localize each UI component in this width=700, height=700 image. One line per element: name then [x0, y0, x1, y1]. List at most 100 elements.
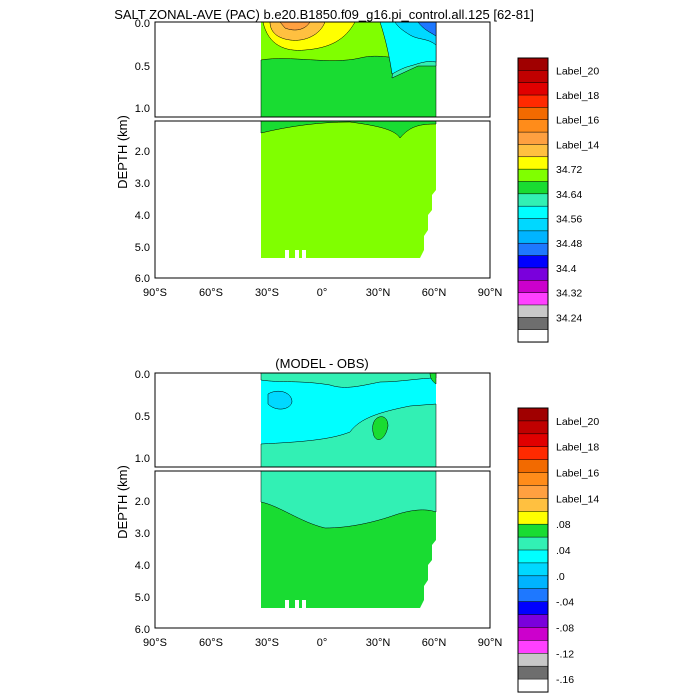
plot-1-xtick-30N: 30°N — [366, 287, 391, 299]
plot-2-upper-region-corner — [429, 372, 437, 385]
colorbar-0-swatch-5 — [517, 119, 549, 133]
plot-1-y-axis-title: DEPTH (km) — [115, 115, 130, 189]
colorbar-0-swatch-15 — [517, 242, 549, 257]
plot-2-title: (MODEL - OBS) — [275, 356, 368, 371]
colorbar-1-label-7: -.04 — [556, 597, 574, 609]
colorbar-0-label-0: Label_20 — [556, 65, 599, 77]
plot-2-upper-region-.04 — [260, 372, 437, 388]
colorbar-1-swatch-11 — [517, 549, 549, 564]
plot-2-ytick-5.0: 5.0 — [135, 592, 150, 604]
colorbar-0-label-1: Label_18 — [556, 90, 599, 102]
plot-1-y-ticks: 0.0 0.5 1.0 2.0 3.0 4.0 5.0 6.0 — [135, 18, 150, 285]
plot-2-xtick-90N: 90°N — [478, 637, 503, 649]
plot-1-xtick-60N: 60°N — [422, 287, 447, 299]
colorbar-1-swatch-3 — [517, 446, 549, 461]
colorbar-0-swatch-18 — [517, 280, 549, 294]
plot-1: SALT ZONAL-AVE (PAC) b.e20.B1850.f09_g16… — [114, 7, 599, 343]
plot-2-xtick-0: 0° — [317, 637, 328, 649]
colorbar-1-swatch-5 — [517, 472, 549, 487]
colorbar-1-swatch-6 — [517, 485, 549, 499]
colorbar-1-swatch-2 — [517, 433, 549, 448]
plot-2-lower-notch-3 — [302, 600, 306, 608]
plot-2-xtick-90S: 90°S — [143, 637, 167, 649]
plot-1-ytick-0.5: 0.5 — [135, 61, 150, 73]
colorbar-1-label-3: Label_14 — [556, 493, 599, 505]
colorbar-1-label-9: -.12 — [556, 648, 574, 660]
colorbar-1-swatch-15 — [517, 601, 549, 616]
colorbar-1-swatch-16 — [517, 614, 549, 629]
plot-2-upper-region-.08-blob — [372, 416, 389, 440]
plot-1-upper-region-34.40 — [417, 21, 437, 37]
colorbar-0-label-10: 34.24 — [556, 312, 582, 324]
colorbar-0-swatch-4 — [517, 107, 549, 121]
colorbar-1-swatch-21 — [517, 678, 549, 693]
colorbar-1-swatch-0 — [517, 407, 549, 422]
plot-1-lower-notch-1 — [285, 250, 289, 258]
plot-1-ytick-4.0: 4.0 — [135, 210, 150, 222]
plot-1-xtick-90N: 90°N — [478, 287, 503, 299]
colorbar-0-swatch-10 — [517, 181, 549, 195]
plot-2-lower-region-.04 — [260, 470, 437, 529]
plot-2-upper-frame — [154, 372, 491, 468]
plot-1-colorbar: Label_20 Label_18 Label_16 Label_14 34.72 34.… — [517, 57, 599, 343]
colorbar-1-swatch-7 — [517, 498, 549, 512]
plot-1-upper-panel — [154, 21, 491, 118]
plot-2-xtick-60N: 60°N — [422, 637, 447, 649]
colorbar-1-label-8: -.08 — [556, 622, 574, 634]
plot-2: (MODEL - OBS) 0.0 0.5 1.0 2.0 3.0 — [115, 356, 599, 693]
plot-1-lower-notch-3 — [302, 250, 306, 258]
plot-1-lower-ocean-fill — [261, 121, 436, 258]
colorbar-1-swatch-18 — [517, 640, 549, 654]
plot-1-xtick-0: 0° — [317, 287, 328, 299]
colorbar-0-swatch-20 — [517, 304, 549, 318]
colorbar-1-label-0: Label_20 — [556, 416, 599, 428]
plot-2-ytick-0.0: 0.0 — [135, 369, 150, 381]
colorbar-0-label-2: Label_16 — [556, 115, 599, 127]
plot-1-ytick-6.0: 6.0 — [135, 273, 150, 285]
plot-1-ytick-2.0: 2.0 — [135, 146, 150, 158]
plot-2-colorbar: Label_20 Label_18 Label_16 Label_14 .08 .04 .0… — [517, 407, 599, 693]
colorbar-0-swatch-8 — [517, 156, 549, 170]
colorbar-1-label-6: .0 — [556, 571, 565, 583]
plot-1-title: SALT ZONAL-AVE (PAC) b.e20.B1850.f09_g16… — [114, 7, 534, 22]
colorbar-1-swatch-10 — [517, 536, 549, 551]
colorbar-0-label-9: 34.32 — [556, 288, 582, 300]
colorbar-1-swatch-17 — [517, 627, 549, 641]
colorbar-0-swatch-3 — [517, 94, 549, 108]
plot-2-y-ticks: 0.0 0.5 1.0 2.0 3.0 4.0 5.0 6.0 — [135, 369, 150, 636]
colorbar-0-swatch-14 — [517, 230, 549, 244]
plot-1-x-ticks: 90°S 60°S 30°S 0° 30°N 60°N 90°N — [143, 287, 502, 299]
colorbar-0-swatch-9 — [517, 168, 549, 183]
plot-1-xtick-60S: 60°S — [199, 287, 223, 299]
colorbar-1-swatch-20 — [517, 665, 549, 680]
plot-1-xtick-30S: 30°S — [255, 287, 279, 299]
colorbar-0-label-3: Label_14 — [556, 139, 599, 151]
plot-2-y-axis-title: DEPTH (km) — [115, 465, 130, 539]
plot-2-xtick-30N: 30°N — [366, 637, 391, 649]
plot-1-xtick-90S: 90°S — [143, 287, 167, 299]
plot-1-lower-region-34.64 — [260, 120, 437, 139]
colorbar-0-label-8: 34.4 — [556, 263, 577, 275]
plot-2-ytick-0.5: 0.5 — [135, 411, 150, 423]
plot-1-lower-notch-2 — [295, 250, 299, 258]
plot-2-ytick-3.0: 3.0 — [135, 528, 150, 540]
colorbar-1-label-5: .04 — [556, 545, 571, 557]
plot-2-xtick-60S: 60°S — [199, 637, 223, 649]
colorbar-1-swatch-19 — [517, 653, 549, 667]
colorbar-0-swatch-17 — [517, 267, 549, 281]
colorbar-0-swatch-7 — [517, 144, 549, 158]
colorbar-0-swatch-1 — [517, 70, 549, 84]
plot-2-ytick-2.0: 2.0 — [135, 496, 150, 508]
plot-2-lower-notch-1 — [285, 600, 289, 608]
plot-2-ytick-6.0: 6.0 — [135, 624, 150, 636]
colorbar-0-label-4: 34.72 — [556, 164, 582, 176]
colorbar-0-swatch-16 — [517, 255, 549, 269]
colorbar-0-swatch-13 — [517, 218, 549, 232]
colorbar-1-label-4: .08 — [556, 519, 571, 531]
plot-1-ytick-1.0: 1.0 — [135, 103, 150, 115]
colorbar-1-label-1: Label_18 — [556, 442, 599, 454]
plot-2-upper-region-.0-blob — [267, 391, 293, 410]
plot-2-upper-panel — [154, 372, 491, 468]
colorbar-0-label-5: 34.64 — [556, 189, 582, 201]
plot-1-ytick-3.0: 3.0 — [135, 178, 150, 190]
